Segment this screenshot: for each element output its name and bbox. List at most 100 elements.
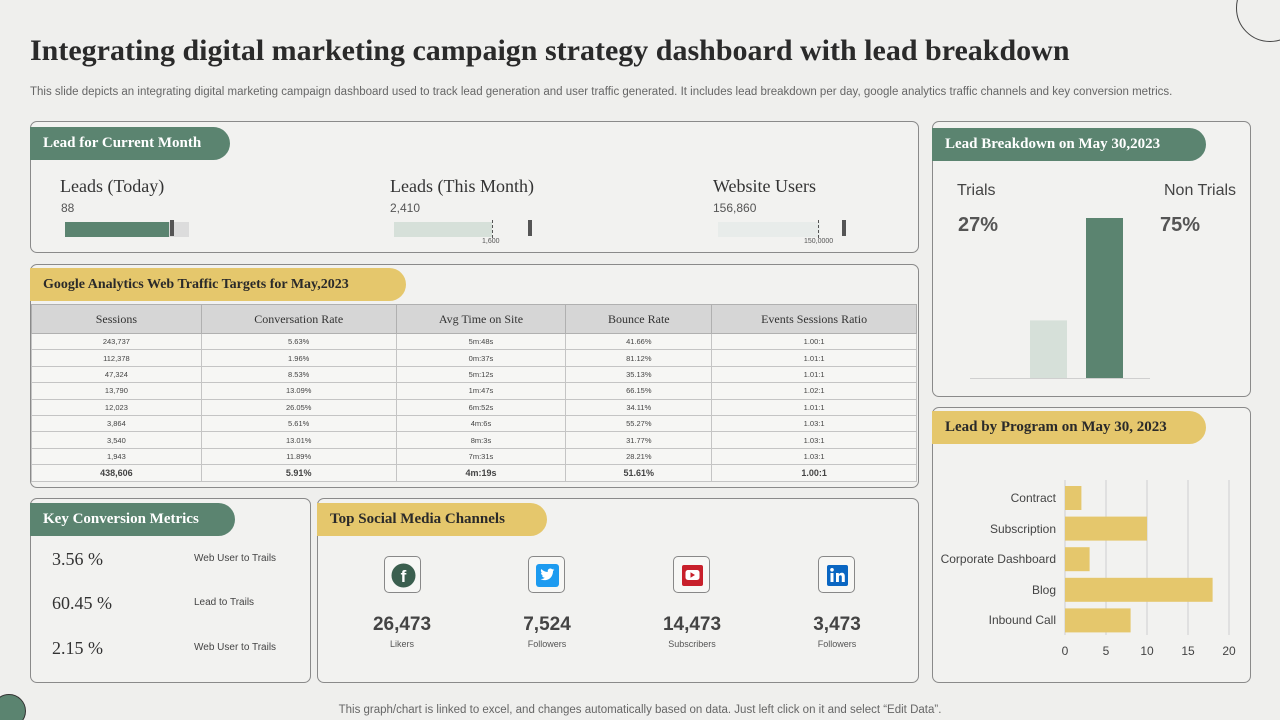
key-conversion-header: Key Conversion Metrics	[30, 503, 235, 536]
program-bar	[1065, 547, 1090, 572]
table-cell: 35.13%	[565, 365, 713, 384]
table-cell: 5.63%	[200, 332, 397, 351]
table-total-cell: 438,606	[31, 464, 202, 482]
table-cell: 1.01:1	[711, 365, 917, 384]
table-cell: 5m:48s	[395, 332, 567, 351]
twitter-icon[interactable]	[528, 556, 565, 593]
facebook-icon[interactable]: f	[384, 556, 421, 593]
table-row: 13,790 13.09% 1m:47s 66.15% 1.02:1	[31, 382, 917, 400]
program-bar	[1065, 577, 1213, 602]
youtube-icon[interactable]	[673, 556, 710, 593]
table-header-row: Sessions Conversation Rate Avg Time on S…	[31, 304, 917, 334]
progress-fill	[65, 222, 170, 237]
progress-fill	[718, 222, 821, 237]
google-analytics-header: Google Analytics Web Traffic Targets for…	[30, 268, 406, 301]
progress-track: 150,0000	[718, 220, 846, 245]
table-cell: 55.27%	[565, 414, 713, 433]
table-row: 1,943 11.89% 7m:31s 28.21% 1.03:1	[31, 447, 917, 466]
lead-breakdown-chart	[970, 218, 1150, 379]
web-traffic-table: Sessions Conversation Rate Avg Time on S…	[31, 304, 917, 482]
table-cell: 31.77%	[565, 431, 713, 449]
column-header: Sessions	[31, 304, 202, 334]
program-category-label: Blog	[1031, 582, 1056, 597]
table-cell: 3,864	[31, 414, 202, 433]
svg-text:f: f	[401, 567, 407, 586]
lead-by-program-header: Lead by Program on May 30, 2023	[932, 411, 1206, 444]
table-row: 47,324 8.53% 5m:12s 35.13% 1.01:1	[31, 365, 917, 384]
table-cell: 66.15%	[565, 382, 713, 400]
program-bar	[1065, 486, 1082, 510]
linkedin-label: Followers	[817, 639, 857, 649]
column-header: Events Sessions Ratio	[711, 304, 917, 334]
lead-by-program-panel	[932, 407, 1251, 683]
facebook-label: Likers	[389, 639, 414, 649]
non-trials-percent: 75%	[1160, 214, 1201, 236]
target-label: 1,600	[482, 238, 500, 245]
program-tick-label: 5	[1102, 644, 1110, 658]
progress-track	[65, 220, 189, 237]
metric-value: 88	[61, 201, 75, 215]
table-cell: 8.53%	[200, 365, 397, 384]
table-cell: 1.03:1	[711, 431, 917, 449]
non-trials-bar	[1086, 218, 1123, 378]
metric-value: 2,410	[390, 201, 421, 215]
page-subtitle: This slide depicts an integrating digita…	[30, 86, 1173, 98]
table-cell: 41.66%	[565, 332, 713, 351]
table-cell: 34.11%	[565, 398, 713, 416]
linkedin-count: 3,473	[813, 614, 861, 635]
linkedin-icon[interactable]	[818, 556, 855, 593]
conversion-value: 2.15 %	[52, 638, 103, 658]
table-cell: 4m:6s	[395, 414, 567, 433]
table-cell: 6m:52s	[395, 398, 567, 416]
lead-breakdown-header: Lead Breakdown on May 30,2023	[932, 128, 1206, 161]
table-row: 3,864 5.61% 4m:6s 55.27% 1.03:1	[31, 414, 917, 433]
column-header: Avg Time on Site	[395, 304, 567, 334]
table-cell: 13.01%	[200, 431, 397, 449]
target-label: 150,0000	[804, 238, 834, 245]
progress-fill	[394, 222, 492, 237]
table-cell: 5.61%	[200, 414, 397, 433]
column-header: Conversation Rate	[200, 304, 397, 334]
table-total-cell: 1.00:1	[711, 464, 917, 482]
conversion-value: 3.56 %	[52, 549, 103, 569]
table-cell: 81.12%	[565, 349, 713, 367]
table-cell: 1.01:1	[711, 349, 917, 367]
program-bar	[1065, 608, 1131, 633]
table-cell: 1.01:1	[711, 398, 917, 416]
program-tick-label: 10	[1140, 644, 1154, 658]
program-category-label: Contract	[1010, 491, 1056, 505]
column-header: Bounce Rate	[565, 304, 713, 334]
facebook-count: 26,473	[372, 614, 432, 635]
table-cell: 0m:37s	[395, 349, 567, 367]
progress-marker	[170, 220, 175, 236]
non-trials-label: Non Trials	[1164, 182, 1237, 199]
progress-end-marker	[842, 220, 846, 236]
youtube-count: 14,473	[662, 614, 722, 635]
conversion-label: Web User to Trails	[194, 553, 277, 564]
table-cell: 1.02:1	[711, 382, 917, 400]
table-cell: 7m:31s	[395, 447, 567, 466]
table-row: 3,540 13.01% 8m:3s 31.77% 1.03:1	[31, 431, 917, 449]
metric-label: Leads (Today)	[60, 176, 165, 196]
table-cell: 28.21%	[565, 447, 713, 466]
table-cell: 1m:47s	[395, 382, 567, 400]
lead-by-program-chart	[1064, 480, 1230, 635]
table-cell: 13,790	[31, 382, 202, 400]
twitter-count: 7,524	[523, 614, 571, 635]
table-row: 12,023 26.05% 6m:52s 34.11% 1.01:1	[31, 398, 917, 416]
trials-bar	[1030, 320, 1067, 378]
table-total-cell: 5.91%	[200, 464, 397, 482]
table-total-row: 438,606 5.91% 4m:19s 51.61% 1.00:1	[31, 464, 917, 482]
trials-percent: 27%	[958, 214, 999, 236]
table-cell: 1,943	[31, 447, 202, 466]
table-cell: 26.05%	[200, 398, 397, 416]
target-line	[817, 220, 819, 238]
table-cell: 11.89%	[200, 447, 397, 466]
table-cell: 5m:12s	[395, 365, 567, 384]
page-title: Integrating digital marketing campaign s…	[30, 34, 1070, 67]
table-cell: 1.96%	[200, 349, 397, 367]
metric-label: Leads (This Month)	[390, 176, 534, 196]
table-cell: 1.00:1	[711, 332, 917, 351]
table-cell: 1.03:1	[711, 447, 917, 466]
table-cell: 243,737	[31, 332, 202, 351]
